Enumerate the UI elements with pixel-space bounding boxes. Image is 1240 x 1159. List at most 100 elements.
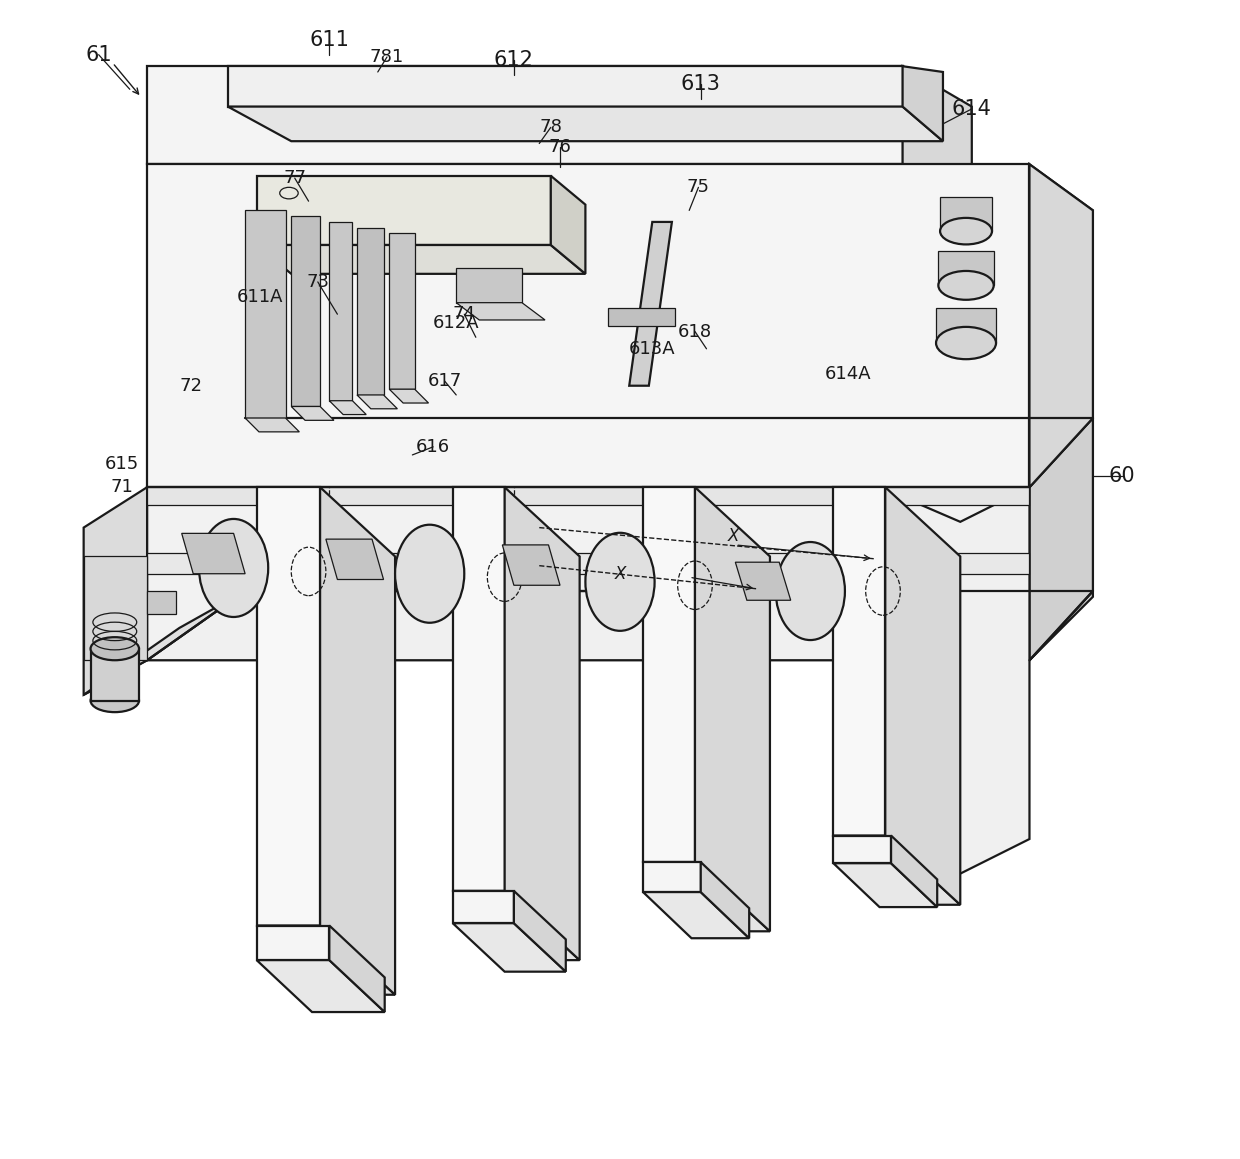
Polygon shape — [246, 211, 285, 418]
Polygon shape — [833, 836, 960, 905]
Polygon shape — [735, 562, 791, 600]
Polygon shape — [456, 302, 546, 320]
Polygon shape — [228, 66, 903, 107]
Text: 615: 615 — [104, 455, 139, 473]
Polygon shape — [885, 487, 960, 905]
Polygon shape — [885, 487, 1029, 874]
Polygon shape — [228, 107, 942, 141]
Polygon shape — [257, 176, 551, 245]
Polygon shape — [609, 308, 676, 326]
Text: 613A: 613A — [629, 340, 676, 358]
Polygon shape — [148, 418, 1092, 487]
Text: 614A: 614A — [825, 365, 872, 384]
Ellipse shape — [198, 519, 268, 617]
Text: 75: 75 — [687, 178, 711, 196]
Polygon shape — [320, 487, 396, 994]
Polygon shape — [644, 487, 694, 862]
Polygon shape — [892, 836, 937, 907]
Polygon shape — [148, 165, 972, 211]
Polygon shape — [182, 533, 246, 574]
Text: 611A: 611A — [237, 287, 284, 306]
Polygon shape — [83, 591, 246, 695]
Polygon shape — [148, 165, 1029, 487]
Polygon shape — [83, 556, 148, 661]
Text: 74: 74 — [453, 305, 476, 323]
Polygon shape — [257, 926, 396, 994]
Polygon shape — [939, 250, 993, 285]
Polygon shape — [453, 487, 505, 891]
Text: 78: 78 — [539, 118, 562, 137]
Polygon shape — [326, 539, 383, 580]
Polygon shape — [148, 487, 1029, 504]
Polygon shape — [148, 553, 1029, 574]
Polygon shape — [833, 863, 937, 907]
Text: 71: 71 — [110, 479, 133, 496]
Polygon shape — [257, 960, 384, 1012]
Polygon shape — [453, 924, 565, 971]
Polygon shape — [629, 221, 672, 386]
Text: 781: 781 — [370, 48, 404, 66]
Polygon shape — [291, 407, 334, 421]
Polygon shape — [1029, 165, 1092, 487]
Polygon shape — [246, 418, 299, 432]
Polygon shape — [83, 487, 148, 695]
Text: 617: 617 — [428, 372, 461, 391]
Ellipse shape — [585, 533, 655, 630]
Text: X: X — [728, 526, 739, 545]
Polygon shape — [1029, 418, 1092, 661]
Ellipse shape — [91, 690, 139, 712]
Text: 613: 613 — [681, 73, 720, 94]
Polygon shape — [357, 227, 383, 395]
Polygon shape — [1029, 418, 1092, 661]
Polygon shape — [1029, 165, 1092, 487]
Polygon shape — [936, 308, 996, 343]
Text: 612: 612 — [494, 51, 534, 71]
Polygon shape — [291, 217, 320, 407]
Polygon shape — [330, 221, 352, 401]
Polygon shape — [644, 862, 770, 932]
Ellipse shape — [91, 637, 139, 661]
Polygon shape — [833, 487, 885, 836]
Polygon shape — [330, 401, 366, 415]
Polygon shape — [551, 176, 585, 274]
Text: 76: 76 — [548, 138, 572, 156]
Text: 618: 618 — [678, 322, 712, 341]
Polygon shape — [644, 892, 749, 939]
Polygon shape — [257, 487, 320, 926]
Polygon shape — [502, 545, 560, 585]
Polygon shape — [940, 197, 992, 231]
Polygon shape — [513, 891, 565, 971]
Ellipse shape — [396, 525, 464, 622]
Polygon shape — [903, 66, 972, 211]
Polygon shape — [357, 395, 397, 409]
Polygon shape — [453, 891, 579, 960]
Text: 611: 611 — [310, 30, 350, 50]
Polygon shape — [148, 487, 1029, 661]
Ellipse shape — [936, 327, 996, 359]
Text: 61: 61 — [86, 45, 112, 65]
Polygon shape — [257, 245, 585, 274]
Polygon shape — [257, 926, 330, 960]
Polygon shape — [505, 487, 579, 960]
Text: 73: 73 — [306, 272, 330, 291]
Polygon shape — [644, 862, 701, 892]
Polygon shape — [148, 591, 1092, 661]
Ellipse shape — [939, 271, 993, 300]
Polygon shape — [330, 926, 384, 1012]
Text: 612A: 612A — [433, 314, 480, 333]
Polygon shape — [148, 591, 176, 614]
Polygon shape — [389, 233, 414, 389]
Text: X: X — [614, 564, 626, 583]
Polygon shape — [148, 66, 903, 165]
Polygon shape — [91, 649, 139, 700]
Polygon shape — [389, 389, 429, 403]
Text: 77: 77 — [283, 169, 306, 187]
Polygon shape — [701, 862, 749, 939]
Polygon shape — [903, 66, 942, 141]
Polygon shape — [833, 836, 892, 863]
Polygon shape — [456, 268, 522, 302]
Ellipse shape — [776, 542, 844, 640]
Polygon shape — [694, 487, 770, 932]
Ellipse shape — [940, 218, 992, 245]
Text: 72: 72 — [180, 377, 202, 395]
